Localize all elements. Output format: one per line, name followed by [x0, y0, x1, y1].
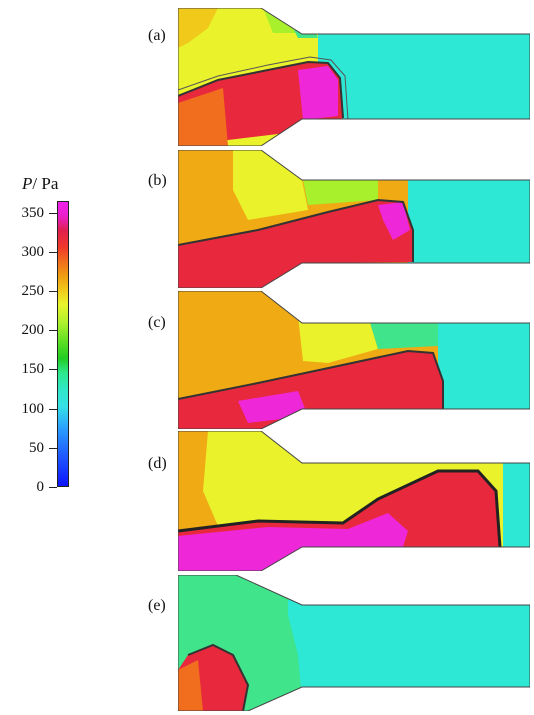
panel-label-c: (c) [148, 314, 166, 331]
colorbar-tick-label: 0 [36, 479, 45, 495]
colorbar-tick [49, 447, 57, 449]
colorbar-tick-label: 150 [21, 361, 45, 378]
colorbar-tick [49, 330, 57, 332]
colorbar-tick [49, 369, 57, 371]
colorbar-tick [49, 487, 57, 488]
contour-panel-c [178, 291, 530, 429]
panel-label-b: (b) [148, 172, 167, 189]
colorbar-tick-label: 200 [21, 322, 45, 339]
panel-label-e: (e) [148, 597, 166, 614]
colorbar-tick [49, 212, 57, 214]
colorbar-tick-label: 250 [21, 283, 45, 300]
colorbar-tick [49, 408, 57, 410]
colorbar-tick [49, 291, 57, 293]
colorbar-unit: / Pa [32, 174, 59, 193]
colorbar-tick [49, 251, 57, 253]
contour-panel-a [178, 8, 530, 146]
pressure-colorbar: P/ Pa 0 50 100 150 200 250 300 350 [0, 170, 110, 500]
colorbar-tick-label: 350 [21, 204, 45, 221]
contour-panel-b [178, 150, 530, 288]
colorbar-symbol: P [22, 174, 33, 193]
colorbar-title: P/ Pa [22, 174, 58, 194]
colorbar-tick-label: 100 [21, 400, 45, 417]
panel-label-a: (a) [148, 27, 166, 44]
colorbar-tick-label: 50 [29, 439, 44, 456]
contour-panel-e [178, 575, 530, 711]
colorbar-tick-label: 300 [21, 243, 45, 260]
colorbar-gradient [57, 201, 69, 487]
panel-label-d: (d) [148, 455, 167, 472]
contour-panel-d [178, 431, 530, 571]
